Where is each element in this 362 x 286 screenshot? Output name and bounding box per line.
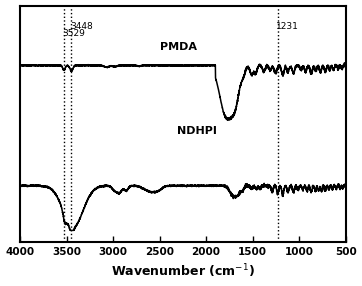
Text: PMDA: PMDA: [160, 43, 197, 52]
Text: 1231: 1231: [276, 22, 299, 31]
Text: 3448: 3448: [70, 22, 93, 31]
Text: NDHPI: NDHPI: [177, 126, 217, 136]
X-axis label: Wavenumber (cm$^{-1}$): Wavenumber (cm$^{-1}$): [111, 263, 255, 281]
Text: 3529: 3529: [63, 29, 85, 38]
